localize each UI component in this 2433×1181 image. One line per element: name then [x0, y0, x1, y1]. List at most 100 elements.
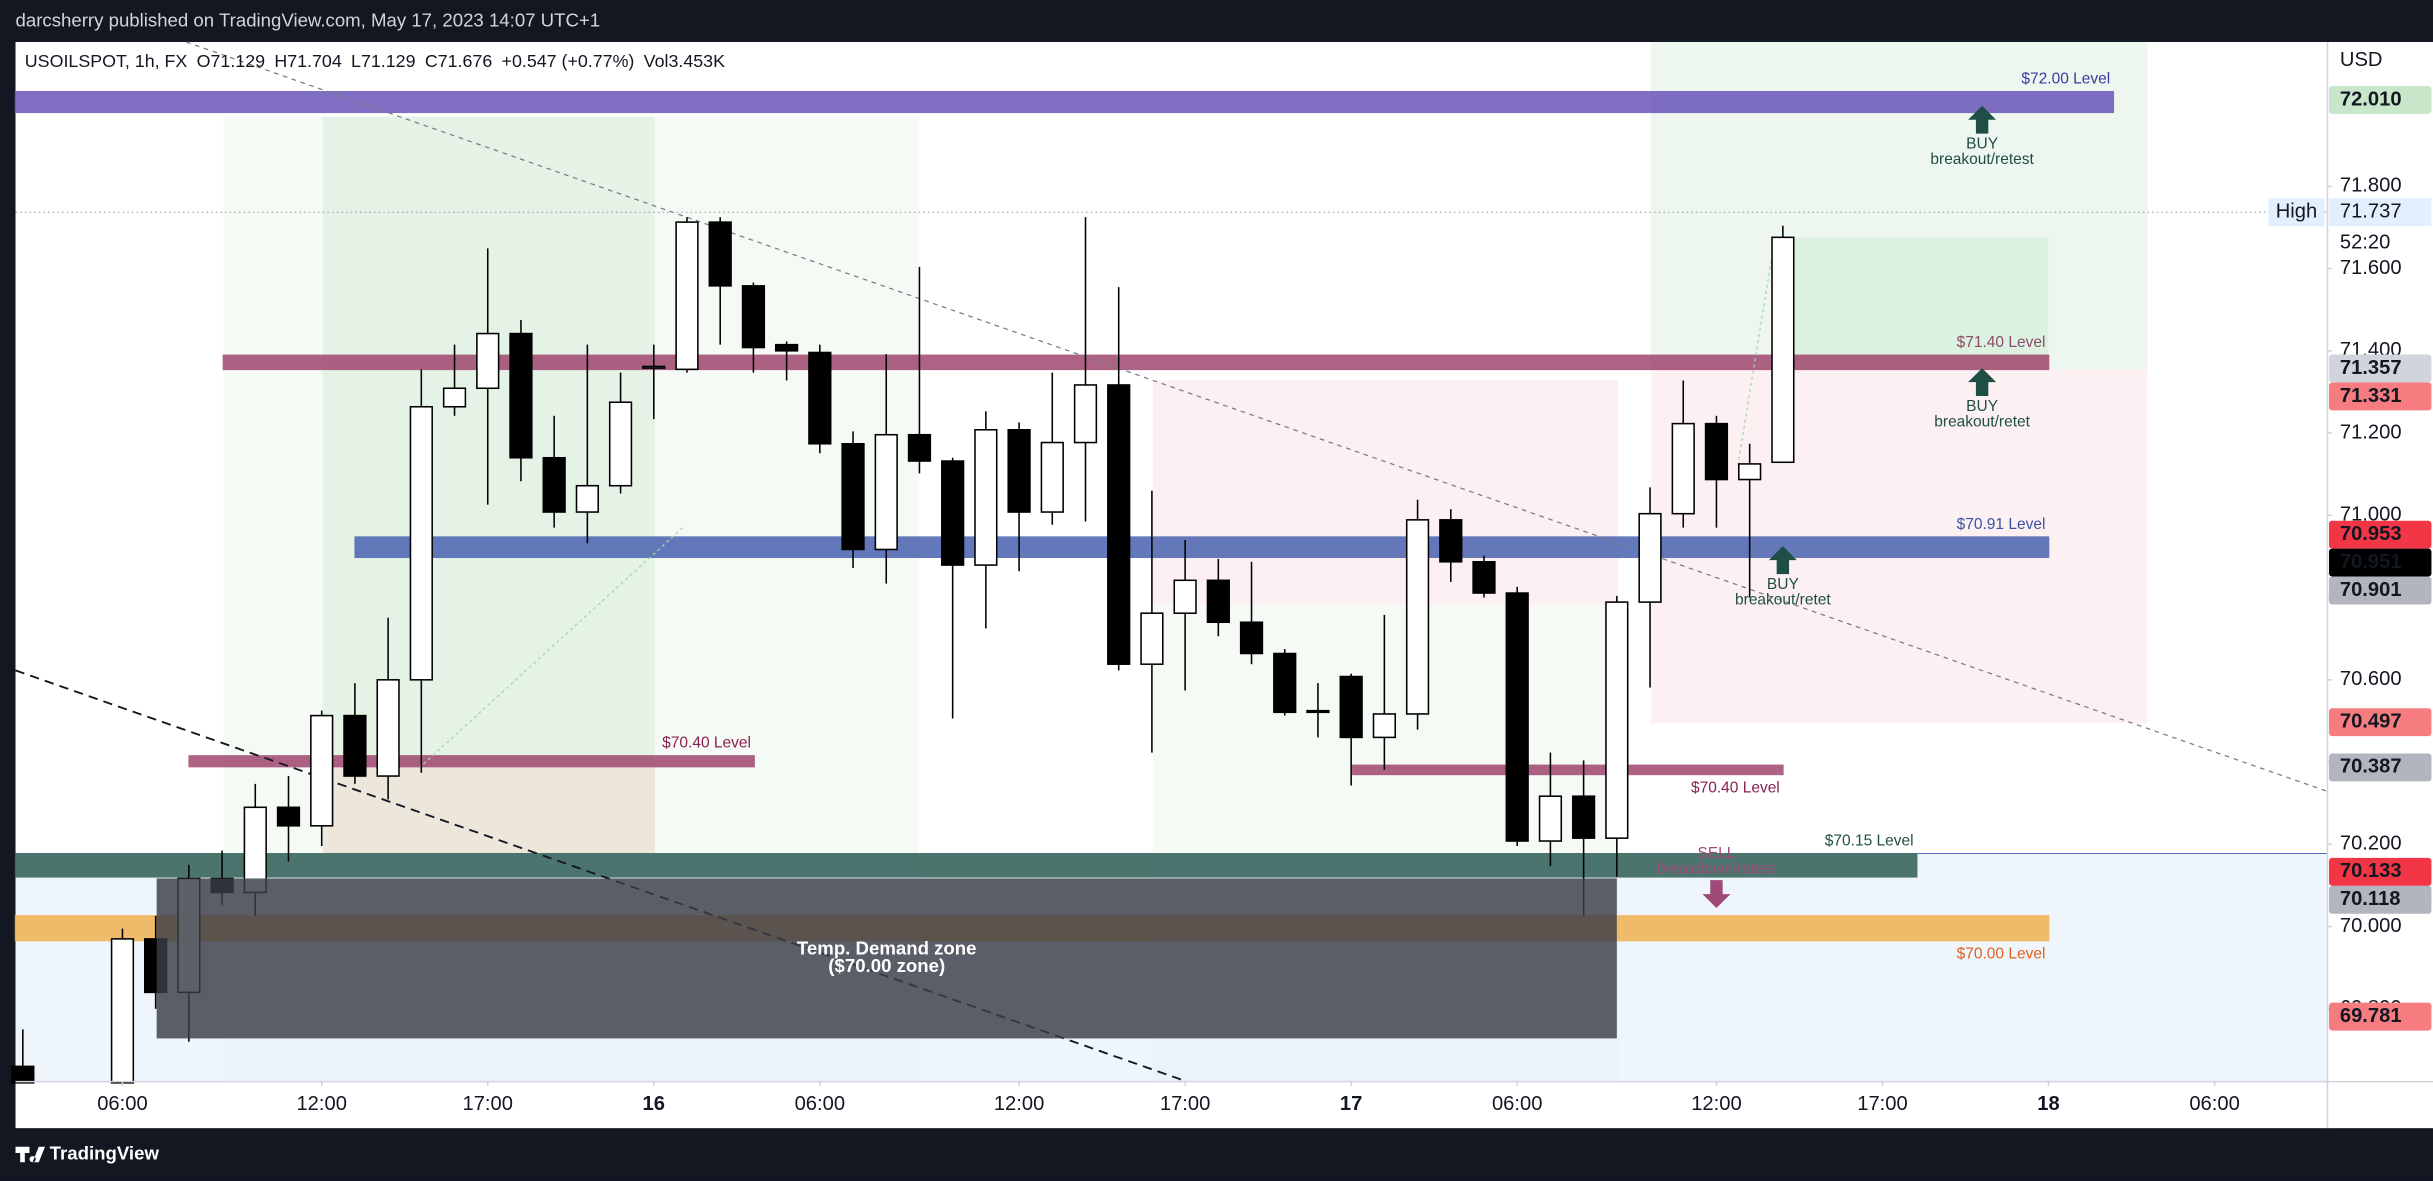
arrow: [1968, 368, 1997, 397]
annotation: breakout/retet: [1735, 592, 1831, 609]
candle-body: [542, 456, 566, 513]
symbol-line: USOILSPOT, 1h, FX O71.129 H71.704 L71.129 C7…: [25, 51, 725, 71]
price-badge: [2329, 382, 2432, 411]
price-badge-label: 70.901: [2340, 579, 2402, 601]
x-tick-label: 06:00: [1492, 1093, 1542, 1115]
level-label: $70.15 Level: [1825, 832, 1914, 849]
candle-body: [1405, 519, 1430, 715]
price-badge-label: 70.133: [2340, 860, 2402, 882]
candle-body: [442, 387, 467, 408]
high-price: 71.737: [2340, 201, 2402, 223]
candle-body: [1372, 713, 1397, 739]
candle-body: [675, 221, 699, 371]
candle-body: [1239, 621, 1264, 655]
y-tick-label: 70.600: [2340, 668, 2402, 690]
price-badge: [2329, 86, 2432, 114]
candle-body: [1040, 441, 1064, 513]
demand-zone-label: Temp. Demand zone: [797, 938, 977, 959]
candle-body: [941, 460, 965, 566]
trend-lines: [15, 41, 2328, 1083]
demand-zone: [156, 878, 1617, 1039]
trend-line: [185, 41, 2328, 793]
y-tick-label: 71.000: [2340, 504, 2402, 526]
candle-body: [1771, 236, 1795, 464]
candle-body: [1107, 384, 1131, 665]
price-badge-label: 70.951: [2340, 551, 2402, 573]
y-tick-label: 71.600: [2340, 257, 2402, 279]
candle-body: [1505, 592, 1529, 842]
symbol: USOILSPOT, 1h, FX: [25, 51, 188, 71]
x-tick-label: 12:00: [296, 1093, 346, 1115]
level-zone: [14, 90, 2115, 114]
high-tag: High: [2276, 201, 2317, 223]
price-badge-label: 71.357: [2340, 357, 2402, 379]
y-tick-label: 70.200: [2340, 833, 2402, 855]
price-badge: [2329, 1002, 2432, 1031]
logo: [15, 1146, 45, 1163]
price-axis: High71.73752:2069.80070.00070.20070.4007…: [97, 86, 2432, 1115]
price-badge-label: 72.010: [2340, 88, 2402, 110]
level-zone: [188, 755, 755, 768]
price-badge-label: 70.118: [2340, 888, 2401, 910]
high-tag-bg: [2268, 198, 2325, 227]
shade: [322, 116, 655, 854]
price-badge: [2329, 708, 2432, 737]
demand-zone-label: ($70.00 zone): [828, 955, 945, 976]
level-label: $70.40 Level: [662, 735, 751, 752]
brand: TradingView: [50, 1142, 160, 1163]
arrow: [1768, 546, 1797, 575]
shade: [1784, 237, 2049, 370]
price-badge-label: 70.497: [2340, 711, 2402, 733]
annotation: BUY: [1966, 398, 1998, 415]
level-label: $70.91 Level: [1957, 516, 2046, 533]
change: +0.547 (+0.77%): [502, 51, 635, 71]
overlay: Temp. Demand zone($70.00 zone)BUYbreakou…: [15, 105, 2328, 1039]
candle-body: [276, 806, 301, 827]
level-label: $70.00 Level: [1957, 946, 2046, 963]
candle-body: [974, 429, 998, 566]
candle-body: [575, 484, 600, 513]
annotation: breakout/retest: [1930, 151, 2034, 168]
candle-body: [642, 365, 666, 369]
price-badge: [2329, 576, 2432, 605]
x-tick-label: 12:00: [1691, 1093, 1741, 1115]
candle-body: [1671, 422, 1695, 515]
candle-body: [907, 433, 932, 462]
footer: TradingView: [15, 1142, 160, 1163]
candle-body: [741, 285, 766, 349]
x-tick-label: 18: [2037, 1093, 2059, 1115]
ohlc-close: C71.676: [425, 51, 492, 71]
candle-body: [1472, 561, 1496, 594]
candle-body: [1173, 579, 1197, 614]
candle-body: [1605, 601, 1629, 839]
candle-body: [608, 401, 633, 487]
candle-body: [1339, 675, 1363, 739]
candle-body: [1007, 429, 1031, 513]
price-badge: [2329, 354, 2432, 383]
y-tick-label: 70.000: [2340, 915, 2402, 937]
level-label: $71.40 Level: [1957, 334, 2046, 351]
annotation: breakout/retet: [1934, 414, 2030, 431]
x-tick-label: 06:00: [97, 1093, 147, 1115]
candle-body: [1273, 652, 1297, 714]
price-badge: [2329, 885, 2432, 914]
candle-body: [376, 679, 400, 777]
price-badge: [2329, 520, 2432, 549]
shade: [1152, 380, 1619, 606]
trend-line: [15, 669, 1188, 1083]
x-tick-label: 16: [643, 1093, 665, 1115]
candle-body: [1439, 519, 1463, 563]
candle-body: [1704, 422, 1729, 481]
candle-body: [1538, 795, 1563, 842]
candle-body: [509, 332, 533, 459]
candle-body: [708, 221, 732, 287]
x-tick-label: 12:00: [994, 1093, 1044, 1115]
price-badge-label: 70.953: [2340, 523, 2402, 545]
candle-body: [343, 714, 367, 777]
level-zone: [14, 852, 1918, 878]
candle-body: [110, 938, 135, 1084]
candle-body: [409, 405, 433, 681]
candle-body: [476, 332, 500, 390]
high-price-bg: [2329, 198, 2432, 227]
